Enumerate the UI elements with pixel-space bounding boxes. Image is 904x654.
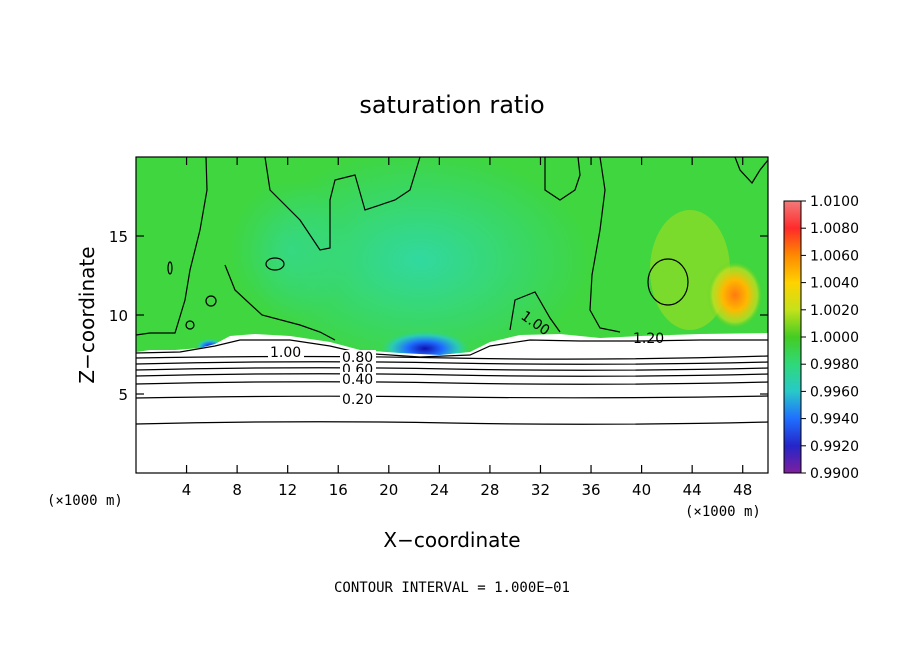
colorbar-tick-label: 1.0080 [810, 221, 859, 237]
contour-line [136, 373, 768, 377]
x-tick-label: 24 [430, 481, 449, 499]
colorbar-tick-label: 1.0040 [810, 276, 859, 292]
contour-line [264, 157, 421, 251]
colorbar-scale [783, 200, 802, 474]
contour-line [136, 355, 768, 360]
contour-line [734, 157, 768, 184]
contour-closed [185, 320, 195, 330]
contour-line [224, 264, 336, 341]
colorbar-tick-label: 1.0000 [810, 330, 859, 346]
contour-line [509, 291, 561, 333]
contour-line [136, 339, 768, 358]
field-unsaturated-region [136, 333, 768, 473]
x-tick-label: 32 [531, 481, 550, 499]
y-tick-label: 10 [109, 307, 128, 325]
contour-closed [167, 261, 173, 275]
x-unit-label-left: (×1000 m) [47, 493, 123, 509]
x-tick-label: 12 [278, 481, 297, 499]
contour-interval-note: CONTOUR INTERVAL = 1.000E−01 [334, 580, 570, 596]
contour-label-bg [268, 345, 304, 359]
contour-line [136, 421, 768, 425]
x-axis-ticks: 4 8 12 16 20 24 28 32 36 40 44 48 [182, 157, 752, 499]
contour-closed [647, 258, 689, 306]
contour-line [136, 381, 768, 385]
contour-line [136, 157, 208, 336]
chart-title: saturation ratio [359, 91, 544, 119]
colorbar-tick-label: 0.9940 [810, 412, 859, 428]
contour-label-bg [340, 362, 376, 375]
x-tick-label: 40 [632, 481, 651, 499]
y-axis-title: Z−coordinate [75, 246, 99, 383]
field-hot-spot [707, 261, 763, 329]
contour-label: 1.20 [633, 331, 664, 347]
colorbar-tick-label: 0.9960 [810, 384, 859, 400]
contour-closed [265, 257, 285, 271]
x-tick-label: 20 [379, 481, 398, 499]
contour-label-bg [340, 372, 376, 385]
x-tick-label: 16 [329, 481, 348, 499]
contour-line [544, 157, 581, 201]
colorbar-tick-label: 1.0020 [810, 303, 859, 319]
x-tick-label: 36 [581, 481, 600, 499]
y-tick-label: 15 [109, 228, 128, 246]
x-tick-label: 48 [733, 481, 752, 499]
contour-label-group: 1.00 0.80 0.60 0.40 0.20 1.00 1.20 [268, 308, 664, 408]
y-tick-label: 5 [118, 386, 128, 404]
heatmap-field [136, 157, 768, 473]
colorbar-ticks: 1.0100 1.0080 1.0060 1.0040 1.0020 1.0000 0.99… [801, 194, 859, 482]
colorbar-tick-label: 0.9920 [810, 439, 859, 455]
colorbar: 1.0100 1.0080 1.0060 1.0040 1.0020 1.0000 0.99… [783, 194, 859, 482]
x-tick-label: 28 [480, 481, 499, 499]
contour-label-bg [340, 350, 376, 363]
contour-closed [205, 295, 217, 307]
y-axis-ticks: 5 10 15 [109, 228, 768, 404]
colorbar-tick-label: 0.9900 [810, 466, 859, 482]
x-tick-label: 44 [683, 481, 702, 499]
contour-line [136, 361, 768, 365]
field-cool-region [230, 180, 350, 320]
contour-lines [136, 157, 768, 425]
contour-line [136, 395, 768, 399]
contour-label: 0.40 [342, 372, 373, 388]
colorbar-tick-label: 1.0060 [810, 248, 859, 264]
contour-label: 0.20 [342, 392, 373, 408]
x-tick-label: 4 [182, 481, 192, 499]
x-unit-label-right: (×1000 m) [685, 504, 761, 520]
contour-label: 1.00 [270, 345, 301, 361]
contour-line [136, 367, 768, 371]
contour-line [589, 157, 621, 333]
x-axis-title: X−coordinate [383, 528, 520, 552]
colorbar-tick-label: 0.9980 [810, 357, 859, 373]
x-tick-label: 8 [232, 481, 242, 499]
contour-label-bg [340, 391, 376, 405]
colorbar-tick-label: 1.0100 [810, 194, 859, 210]
